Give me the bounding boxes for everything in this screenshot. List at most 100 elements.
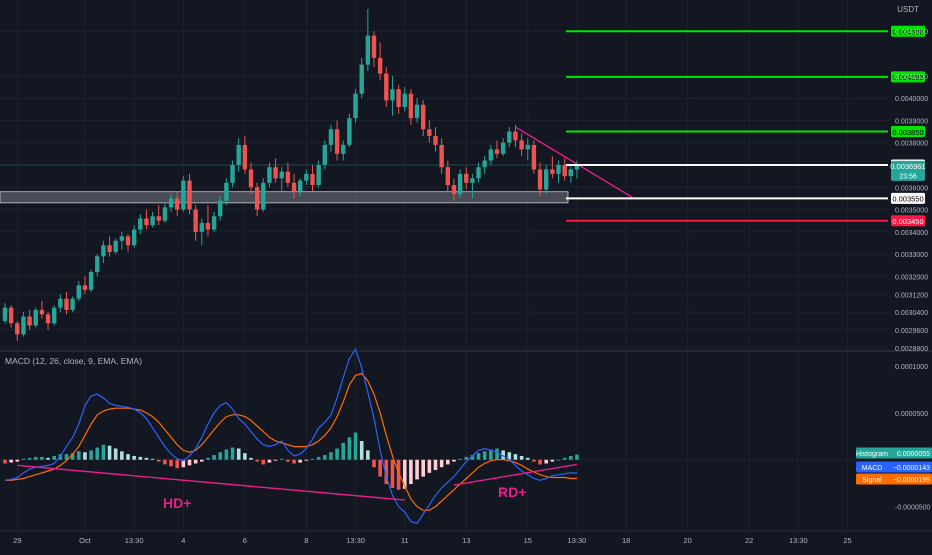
candle-up bbox=[414, 104, 420, 119]
level-tag[interactable] bbox=[891, 192, 925, 204]
candle-up bbox=[211, 216, 217, 230]
macd-histogram-bar bbox=[15, 459, 20, 462]
macd-histogram-bar bbox=[230, 447, 235, 460]
time-axis-label: 13:30 bbox=[125, 536, 144, 545]
price-axis-tick: 0.0036000 bbox=[895, 185, 928, 192]
macd-legend-tag[interactable] bbox=[856, 461, 932, 473]
macd-legend-tag[interactable] bbox=[856, 473, 932, 485]
price-trendline[interactable] bbox=[515, 126, 633, 198]
candle-down bbox=[550, 169, 555, 174]
macd-indicator-title[interactable]: MACD (12, 26, close, 9, EMA, EMA) bbox=[5, 356, 142, 366]
macd-histogram-bar bbox=[575, 454, 579, 460]
candle-up bbox=[470, 178, 475, 183]
macd-divergence-line[interactable] bbox=[453, 463, 578, 486]
macd-histogram-bar bbox=[3, 459, 7, 464]
candle-down bbox=[371, 35, 377, 58]
candle-up bbox=[322, 144, 327, 165]
candle-down bbox=[205, 222, 211, 230]
macd-histogram-bar bbox=[89, 450, 93, 460]
grid bbox=[0, 0, 932, 530]
candle-up bbox=[58, 298, 63, 308]
macd-divergence-line[interactable] bbox=[17, 464, 405, 501]
support-zone-layer bbox=[0, 164, 569, 204]
price-axis-tick: 0.0032000 bbox=[895, 274, 928, 281]
macd-histogram-bar bbox=[556, 459, 561, 461]
candle-up bbox=[365, 35, 371, 65]
macd-histogram-bar bbox=[267, 459, 272, 463]
candle-up bbox=[476, 167, 481, 179]
candle-up bbox=[138, 218, 143, 230]
macd-histogram-bar bbox=[107, 445, 112, 460]
level-tag[interactable] bbox=[891, 215, 925, 227]
candle-up bbox=[113, 240, 118, 252]
time-axis-label: 20 bbox=[683, 536, 691, 545]
level-tag-label: 0.004300 bbox=[892, 28, 923, 37]
macd-histogram-bar bbox=[532, 459, 536, 462]
candle-up bbox=[304, 173, 309, 181]
macd-histogram-bar bbox=[181, 459, 186, 468]
last-price-tag[interactable] bbox=[891, 160, 925, 181]
macd-histogram-bar bbox=[323, 455, 327, 460]
candle-up bbox=[359, 64, 364, 94]
candle-up bbox=[316, 164, 321, 186]
macd-histogram-bar bbox=[83, 452, 87, 460]
candle-down bbox=[144, 218, 149, 226]
macd-histogram-bar bbox=[187, 459, 192, 466]
candle-up bbox=[267, 167, 272, 183]
candle-down bbox=[531, 144, 537, 170]
price-axis-tick: 0.0038000 bbox=[895, 141, 928, 148]
macd-histogram-bar bbox=[163, 459, 167, 465]
candle-up bbox=[574, 165, 580, 170]
macd-histogram-bar bbox=[21, 458, 26, 460]
macd-histogram-bar bbox=[384, 459, 389, 485]
price-axis-tick: 0.0040000 bbox=[895, 96, 928, 103]
price-axis-tick: 0.0029600 bbox=[895, 328, 928, 335]
candle-down bbox=[248, 169, 254, 188]
macd-legend-value: 0.0000055 bbox=[897, 451, 930, 458]
candle-up bbox=[457, 173, 463, 194]
macd-histogram-bar bbox=[525, 457, 530, 460]
macd-legend-tag[interactable] bbox=[856, 447, 932, 459]
macd-histogram-bar bbox=[150, 458, 155, 460]
macd-histogram-bar bbox=[132, 455, 136, 460]
price-axis-tick: 0.0035000 bbox=[895, 208, 928, 215]
level-tag[interactable] bbox=[891, 126, 925, 138]
time-axis-label: 4 bbox=[181, 536, 185, 545]
candle-down bbox=[451, 185, 457, 194]
macd-histogram-bar bbox=[218, 452, 223, 460]
candle-down bbox=[310, 173, 315, 186]
price-levels[interactable]: 0.0043000.0040950.0038500.0037000.003550… bbox=[515, 25, 925, 227]
level-tag-label: 0.003450 bbox=[892, 217, 923, 226]
axes: 0.0043000 0.0041000 0.0040000 0.0039000 0.00… bbox=[0, 29, 932, 545]
time-axis-label: 15 bbox=[524, 536, 532, 545]
candle-up bbox=[261, 182, 266, 210]
candle-up bbox=[21, 316, 26, 335]
macd-histogram-bar bbox=[212, 455, 216, 460]
candle-down bbox=[82, 285, 88, 290]
candle-up bbox=[70, 298, 75, 310]
candle-down bbox=[439, 144, 444, 168]
candle-up bbox=[33, 309, 38, 326]
macd-histogram-bar bbox=[298, 459, 302, 463]
macd-histogram-bar bbox=[433, 459, 438, 471]
macd-histogram-bar bbox=[544, 459, 548, 464]
level-tag[interactable] bbox=[891, 71, 925, 83]
macd-histogram-bar bbox=[310, 458, 315, 460]
macd-legend-value: −0.0000143 bbox=[893, 465, 930, 472]
level-tag[interactable] bbox=[891, 25, 925, 37]
macd-histogram-bar bbox=[335, 448, 339, 460]
candle-up bbox=[150, 216, 155, 226]
candle-up bbox=[507, 131, 512, 143]
candle-down bbox=[519, 140, 524, 150]
time-axis-label: 6 bbox=[243, 536, 247, 545]
candle-down bbox=[537, 169, 543, 190]
macd-histogram-bar bbox=[304, 459, 309, 461]
time-axis-label: 13:30 bbox=[568, 536, 587, 545]
macd-histogram-bar bbox=[421, 459, 425, 477]
price-axis-tick: 0.0043000 bbox=[895, 29, 928, 36]
time-axis-label: 8 bbox=[304, 536, 308, 545]
time-axis-label: 13 bbox=[462, 536, 470, 545]
macd-legend-name: MACD bbox=[862, 465, 883, 472]
